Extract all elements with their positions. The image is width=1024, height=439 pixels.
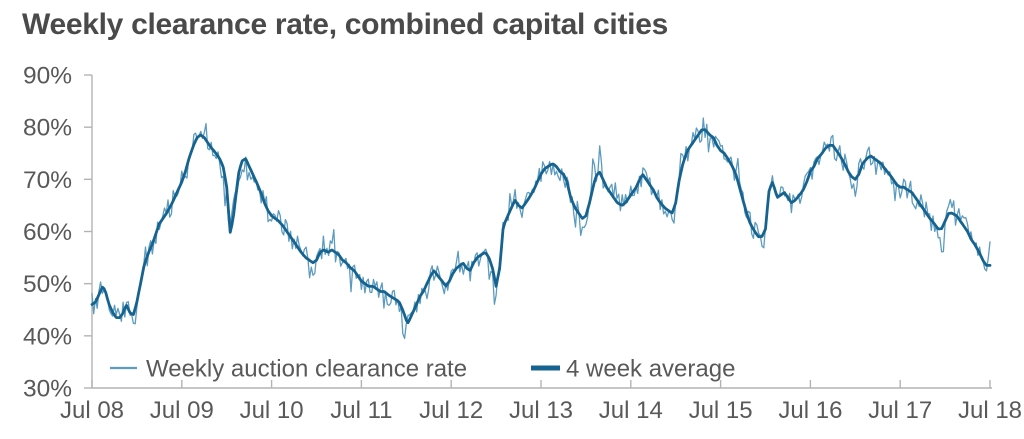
x-tick-label: Jul 16 (778, 397, 842, 424)
legend-weekly-label: Weekly auction clearance rate (146, 356, 467, 383)
avg-series-line (90, 128, 992, 325)
y-tick-label: 90% (23, 63, 72, 90)
x-tick-label: Jul 10 (240, 397, 304, 424)
x-tick-label: Jul 17 (868, 397, 932, 424)
y-tick-label: 40% (23, 323, 72, 350)
y-tick-label: 30% (23, 376, 72, 403)
chart-title: Weekly clearance rate, combined capital … (22, 8, 668, 41)
legend-avg-label: 4 week average (566, 356, 735, 383)
x-tick-label: Jul 15 (689, 397, 753, 424)
x-tick-label: Jul 11 (330, 397, 392, 424)
x-tick-label: Jul 12 (419, 397, 483, 424)
weekly-series-line (91, 117, 991, 340)
x-tick-label: Jul 08 (60, 397, 124, 424)
y-tick-label: 70% (23, 167, 72, 194)
x-tick-label: Jul 09 (150, 397, 214, 424)
x-tick-label: Jul 13 (509, 397, 573, 424)
y-tick-label: 50% (23, 271, 72, 298)
y-tick-label: 80% (23, 115, 72, 142)
x-tick-label: Jul 18 (958, 397, 1022, 424)
x-tick-label: Jul 14 (599, 397, 663, 424)
y-tick-label: 60% (23, 219, 72, 246)
